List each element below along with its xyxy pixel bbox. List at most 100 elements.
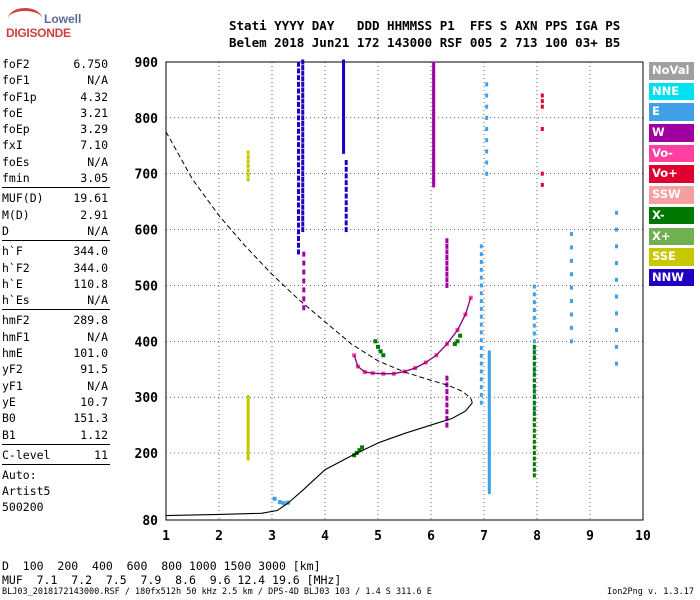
echo-point [532, 367, 536, 372]
distance-values: 100 200 400 600 800 1000 1500 3000 [km] [8, 559, 321, 573]
e-trace-point [281, 501, 286, 506]
echo-point [432, 68, 436, 74]
echo-point [485, 160, 489, 165]
echo-point [342, 130, 346, 136]
echo-point [532, 462, 536, 467]
echo-point [540, 93, 544, 98]
echo-point [445, 389, 449, 395]
y-tick-label: 900 [135, 56, 159, 71]
echo-point [479, 267, 483, 272]
echo-point [246, 448, 250, 453]
echo-point [432, 112, 436, 118]
parameter-name: foF2 [2, 57, 30, 71]
echo-point [532, 315, 536, 320]
echo-point [569, 299, 573, 304]
echo-point [297, 175, 300, 181]
echo-point [301, 193, 305, 199]
echo-point [301, 227, 305, 233]
echo-point [445, 243, 449, 249]
echo-point [344, 220, 348, 226]
echo-point [297, 189, 300, 195]
echo-point [301, 98, 305, 104]
echo-point [487, 372, 491, 377]
echo-point [615, 261, 618, 266]
echo-point [487, 490, 491, 495]
parameter-row: h`Es N/A [2, 292, 110, 308]
echo-point [479, 252, 483, 257]
echo-point [301, 148, 305, 154]
echo-point [487, 467, 491, 472]
parameter-row: hmF1 N/A [2, 329, 110, 345]
parameter-value: 101.0 [73, 346, 108, 361]
echo-point [297, 108, 300, 114]
parameter-row: fmin 3.05 [2, 170, 110, 186]
echo-point [487, 353, 491, 358]
echo-point [246, 168, 250, 173]
echo-point [297, 162, 300, 168]
echo-point [532, 389, 536, 394]
echo-point [246, 425, 250, 430]
echo-point [487, 481, 491, 486]
echo-point [246, 442, 250, 447]
parameter-row: h`E 110.8 [2, 276, 110, 292]
echo-point [485, 138, 489, 143]
e-trace-point [277, 500, 282, 505]
parameter-row: h`F2 344.0 [2, 260, 110, 276]
echo-point [297, 236, 300, 242]
echo-point [615, 210, 618, 215]
echo-point [342, 139, 346, 145]
echo-point [344, 227, 348, 233]
echo-point [485, 93, 489, 98]
echo-point [479, 361, 483, 366]
echo-point [532, 445, 536, 450]
parameter-value: 344.0 [73, 244, 108, 259]
echo-point [487, 389, 491, 394]
echo-point [569, 325, 573, 330]
echo-point [246, 437, 250, 442]
echo-point [532, 423, 536, 428]
parameter-name: fxI [2, 138, 23, 153]
parameter-name: B1 [2, 427, 16, 442]
echo-point [532, 372, 536, 377]
echo-point [246, 434, 250, 439]
legend-entry-vo-: Vo- [649, 144, 694, 163]
echo-point [342, 117, 346, 123]
echo-point [302, 305, 306, 311]
parameter-value: 151.3 [73, 411, 108, 426]
digisonde-logo: Lowell DIGISONDE [6, 6, 81, 44]
echo-point [485, 171, 489, 176]
echo-point [487, 361, 491, 366]
echo-point [487, 397, 491, 402]
parameter-name: MUF(D) [2, 191, 44, 206]
echo-point [487, 375, 491, 380]
parameter-row: hmF2 289.8 [2, 312, 110, 328]
x-tick-label: 6 [427, 529, 435, 544]
echo-point [445, 395, 449, 401]
echo-point [246, 397, 250, 402]
parameter-name: M(D) [2, 207, 30, 222]
panel-separator [2, 464, 110, 466]
parameter-value: 91.5 [80, 362, 108, 377]
dashed-virtual-height-curve [165, 131, 473, 403]
parameter-name: yF2 [2, 362, 23, 377]
echo-point [487, 462, 491, 467]
echo-point [342, 86, 346, 92]
echo-point [297, 202, 300, 208]
echo-point [301, 165, 305, 171]
echo-point [532, 439, 536, 444]
parameter-row: foF1 N/A [2, 72, 110, 88]
parameter-value: 3.29 [80, 122, 108, 137]
echo-point [342, 68, 346, 74]
echo-point [432, 152, 436, 158]
echo-point [246, 420, 250, 425]
echo-point [540, 127, 544, 132]
parameter-name: yF1 [2, 378, 23, 393]
parameter-row: foF2 6.750 [2, 56, 110, 72]
header-line-1: Stati YYYY DAY DDD HHMMSS P1 FFS S AXN P… [229, 18, 621, 33]
x-tick-label: 7 [480, 529, 488, 544]
scaled-parameters-panel: foF2 6.750 foF1 N/A foF1p 4.32 foE 3.21 foEp 3.29… [2, 56, 110, 515]
echo-point [246, 423, 250, 428]
echo-point [246, 395, 250, 400]
y-tick-label: 600 [135, 224, 159, 239]
